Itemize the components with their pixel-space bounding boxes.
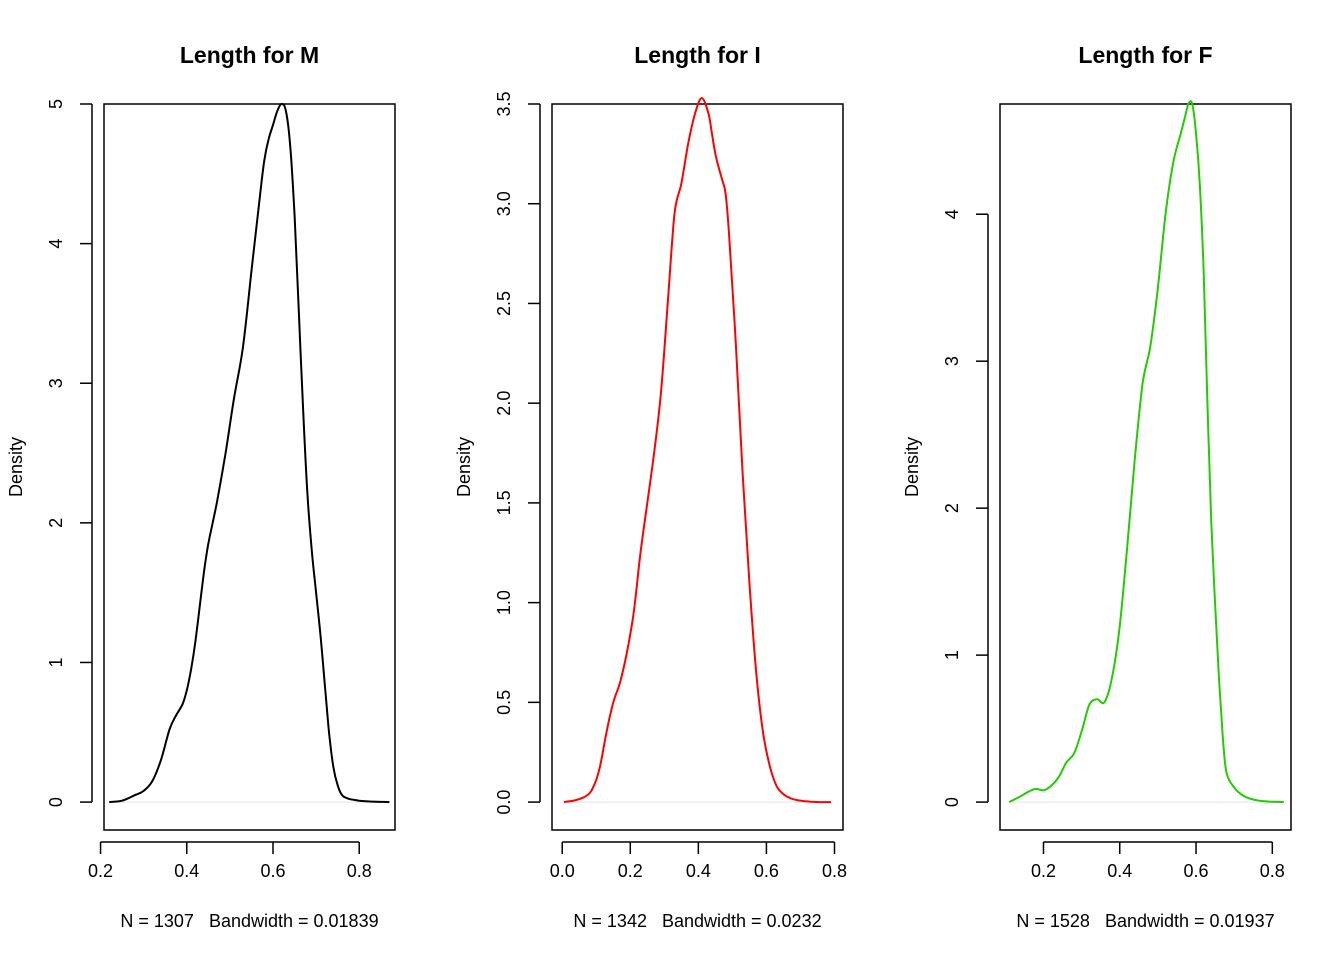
y-tick-label: 1.0 — [494, 590, 514, 615]
x-axis: 0.2 0.4 0.6 0.8 — [88, 841, 372, 881]
chart-title: Length for I — [634, 42, 760, 68]
x-axis-label: N = 1307 Bandwidth = 0.01839 — [120, 911, 378, 931]
y-axis: 0.0 0.5 1.0 1.5 2.0 2.5 3.0 3.5 — [494, 91, 541, 815]
y-axis-label: Density — [902, 437, 922, 497]
y-tick-label: 5 — [46, 99, 66, 109]
x-tick-label: 0.6 — [754, 861, 779, 881]
y-tick-label: 3 — [46, 378, 66, 388]
x-tick-label: 0.2 — [88, 861, 113, 881]
x-tick-label: 0.2 — [1031, 861, 1056, 881]
plot-frame — [999, 103, 1292, 831]
y-tick-label: 4 — [942, 209, 962, 219]
x-axis-label: N = 1528 Bandwidth = 0.01937 — [1016, 911, 1274, 931]
y-tick-label: 2.5 — [494, 291, 514, 316]
y-axis-label: Density — [6, 437, 26, 497]
y-tick-label: 2 — [46, 518, 66, 528]
y-axis: 0 1 2 3 4 — [942, 209, 989, 807]
x-tick-label: 0.4 — [174, 861, 199, 881]
x-tick-label: 0.4 — [1107, 861, 1132, 881]
y-tick-label: 3.0 — [494, 191, 514, 216]
y-tick-label: 3.5 — [494, 91, 514, 116]
x-tick-label: 0.4 — [686, 861, 711, 881]
y-tick-label: 0.0 — [494, 790, 514, 815]
y-axis: 0 1 2 3 4 5 — [46, 99, 93, 807]
y-tick-label: 1.5 — [494, 490, 514, 515]
x-tick-label: 0.6 — [1184, 861, 1209, 881]
x-axis: 0.2 0.4 0.6 0.8 — [1031, 841, 1285, 881]
panel-length-m: 0.2 0.4 0.6 0.8 0 1 2 3 4 5 Length for M N = 130… — [6, 42, 396, 931]
x-tick-label: 0.8 — [822, 861, 847, 881]
x-tick-label: 0.6 — [260, 861, 285, 881]
panel-length-f: 0.2 0.4 0.6 0.8 0 1 2 3 4 Length for F N = 1528… — [902, 42, 1292, 931]
x-tick-label: 0.0 — [550, 861, 575, 881]
density-curve — [1008, 100, 1284, 804]
x-tick-label: 0.8 — [1260, 861, 1285, 881]
plot-frame — [551, 103, 844, 831]
y-tick-label: 4 — [46, 239, 66, 249]
y-tick-label: 0.5 — [494, 690, 514, 715]
y-tick-label: 0 — [46, 797, 66, 807]
y-tick-label: 2 — [942, 503, 962, 513]
x-axis: 0.0 0.2 0.4 0.6 0.8 — [550, 841, 847, 881]
panel-length-i: 0.0 0.2 0.4 0.6 0.8 0.0 0.5 1.0 1.5 2.0 2.5 3.0 3.5… — [454, 42, 847, 931]
y-tick-label: 3 — [942, 356, 962, 366]
y-tick-label: 0 — [942, 797, 962, 807]
x-tick-label: 0.2 — [618, 861, 643, 881]
y-tick-label: 1 — [46, 657, 66, 667]
density-curve — [109, 102, 390, 804]
y-tick-label: 2.0 — [494, 391, 514, 416]
density-curve — [563, 96, 832, 804]
plot-frame — [103, 103, 396, 831]
y-axis-label: Density — [454, 437, 474, 497]
y-tick-label: 1 — [942, 650, 962, 660]
x-tick-label: 0.8 — [347, 861, 372, 881]
chart-title: Length for M — [180, 42, 319, 68]
chart-title: Length for F — [1078, 42, 1212, 68]
x-axis-label: N = 1342 Bandwidth = 0.0232 — [573, 911, 821, 931]
